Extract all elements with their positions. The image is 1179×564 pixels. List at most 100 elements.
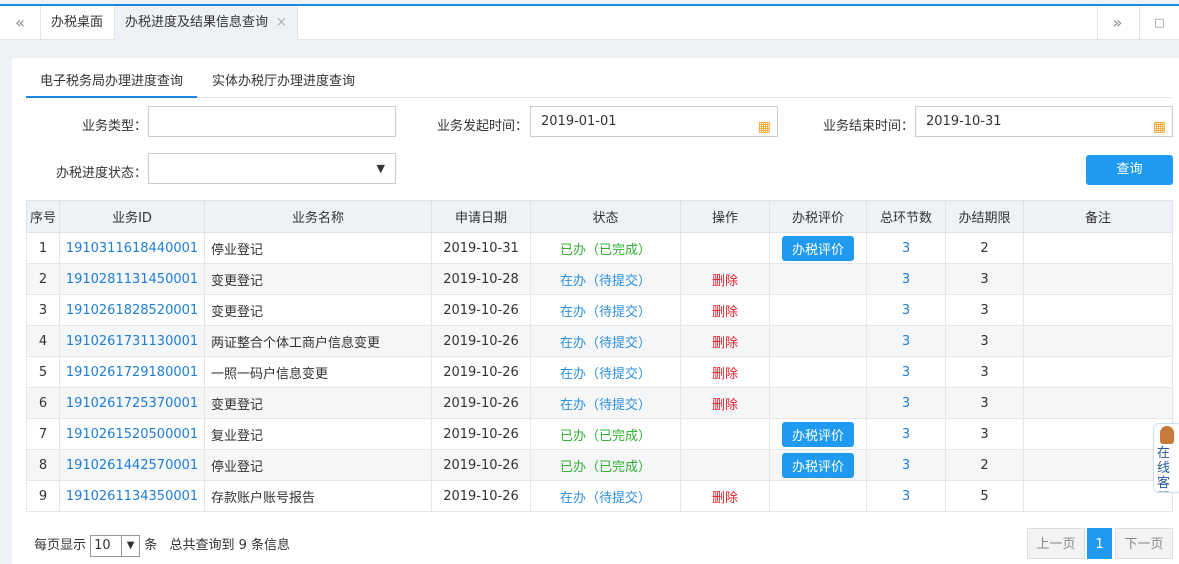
subtab-hall[interactable]: 实体办税厅办理进度查询 (212, 74, 356, 89)
status-text: 已办（已完成） (559, 459, 651, 475)
total-steps-link[interactable]: 3 (901, 271, 911, 287)
evaluate-button[interactable]: 办税评价 (781, 235, 854, 261)
business-name: 变更登记 (204, 294, 432, 326)
business-name: 两证整合个体工商户信息变更 (204, 325, 432, 357)
col-header: 备注 (1023, 200, 1173, 233)
apply-date: 2019-10-28 (431, 263, 531, 295)
total-count: 总共查询到 9 条信息 (169, 538, 290, 553)
col-header: 业务ID (59, 200, 205, 233)
scroll-left-button[interactable]: « (15, 13, 25, 32)
total-steps-link[interactable]: 3 (901, 488, 911, 504)
business-id-link[interactable]: 1910261729180001 (65, 364, 199, 380)
sub-tabs: 电子税务局办理进度查询 实体办税厅办理进度查询 (26, 70, 1172, 98)
row-number: 9 (26, 480, 60, 512)
note (1023, 325, 1173, 357)
col-header: 状态 (530, 200, 681, 233)
tab-desktop[interactable]: 办税桌面 (40, 6, 113, 40)
start-date-input[interactable]: 2019-01-01 ▦ (530, 106, 778, 137)
total-steps-link[interactable]: 3 (901, 240, 911, 256)
business-id-link[interactable]: 1910261725370001 (65, 395, 199, 411)
row-number: 5 (26, 356, 60, 388)
business-id-link[interactable]: 1910261442570001 (65, 457, 199, 473)
business-id-link[interactable]: 1910261520500001 (65, 426, 199, 442)
business-id-link[interactable]: 1910261828520001 (65, 302, 199, 318)
online-service-button[interactable]: 在线客服 (1153, 423, 1179, 493)
apply-date: 2019-10-26 (431, 325, 531, 357)
close-icon[interactable]: × (276, 15, 287, 30)
total-steps-link[interactable]: 3 (901, 457, 911, 473)
status-select[interactable]: ▼ (148, 153, 396, 184)
page-size-info: 每页显示 10 ▼ 条 总共查询到 9 条信息 (34, 534, 290, 557)
business-id-link[interactable]: 1910261731130001 (65, 333, 199, 349)
query-button[interactable]: 查询 (1086, 155, 1173, 185)
row-number: 8 (26, 449, 60, 481)
subtab-online[interactable]: 电子税务局办理进度查询 (26, 70, 198, 98)
table-row: 7 1910261520500001 复业登记 2019-10-26 已办（已完… (26, 418, 1173, 450)
chevron-down-icon: ▼ (376, 162, 385, 175)
business-id-link[interactable]: 1910311618440001 (65, 240, 199, 256)
top-accent-line (0, 4, 1179, 6)
delete-link[interactable]: 删除 (711, 397, 738, 413)
table-row: 6 1910261725370001 变更登记 2019-10-26 在办（待提… (26, 387, 1173, 419)
start-date-value: 2019-01-01 (541, 114, 617, 129)
prev-page-button[interactable]: 上一页 (1027, 528, 1085, 559)
business-name: 变更登记 (204, 263, 432, 295)
agent-avatar-icon (1160, 426, 1174, 444)
business-name: 复业登记 (204, 418, 432, 450)
status-text: 在办（待提交） (559, 397, 651, 413)
total-steps-link[interactable]: 3 (901, 302, 911, 318)
next-page-button[interactable]: 下一页 (1115, 528, 1173, 559)
calendar-icon[interactable]: ▦ (757, 119, 771, 135)
business-id-link[interactable]: 1910281131450001 (65, 271, 199, 287)
end-date-input[interactable]: 2019-10-31 ▦ (915, 106, 1173, 137)
note (1023, 263, 1173, 295)
note (1023, 387, 1173, 419)
deadline: 5 (945, 480, 1024, 512)
delete-link[interactable]: 删除 (711, 366, 738, 382)
table-row: 9 1910261134350001 存款账户账号报告 2019-10-26 在… (26, 480, 1173, 512)
col-header: 申请日期 (431, 200, 531, 233)
total-steps-link[interactable]: 3 (901, 333, 911, 349)
type-input[interactable] (148, 106, 396, 137)
status-text: 在办（待提交） (559, 273, 651, 289)
delete-link[interactable]: 删除 (711, 490, 738, 506)
business-name: 存款账户账号报告 (204, 480, 432, 512)
row-number: 1 (26, 232, 60, 264)
total-steps-link[interactable]: 3 (901, 426, 911, 442)
main-panel: 电子税务局办理进度查询 实体办税厅办理进度查询 业务类型： 业务发起时间： 20… (12, 58, 1179, 564)
total-steps-link[interactable]: 3 (901, 395, 911, 411)
status-text: 已办（已完成） (559, 428, 651, 444)
col-header: 序号 (26, 200, 60, 233)
total-steps-link[interactable]: 3 (901, 364, 911, 380)
status-text: 在办（待提交） (559, 490, 651, 506)
table-row: 4 1910261731130001 两证整合个体工商户信息变更 2019-10… (26, 325, 1173, 357)
per-page-unit: 条 (144, 538, 158, 553)
tab-label: 办税桌面 (51, 15, 104, 30)
calendar-icon[interactable]: ▦ (1152, 119, 1166, 135)
page-1-button[interactable]: 1 (1087, 528, 1112, 559)
end-date-value: 2019-10-31 (926, 114, 1002, 129)
delete-link[interactable]: 删除 (711, 273, 738, 289)
delete-link[interactable]: 删除 (711, 304, 738, 320)
delete-link[interactable]: 删除 (711, 335, 738, 351)
evaluate-button[interactable]: 办税评价 (781, 421, 854, 447)
business-id-link[interactable]: 1910261134350001 (65, 488, 199, 504)
per-page-select[interactable]: 10 ▼ (90, 534, 141, 557)
status-text: 在办（待提交） (559, 304, 651, 320)
table-row: 2 1910281131450001 变更登记 2019-10-28 在办（待提… (26, 263, 1173, 295)
tab-bar: « 办税桌面 办税进度及结果信息查询 × » □ (0, 6, 1179, 40)
scroll-right-button[interactable]: » (1097, 6, 1137, 40)
note (1023, 232, 1173, 264)
business-name: 一照一码户信息变更 (204, 356, 432, 388)
chevron-down-icon: ▼ (121, 535, 139, 556)
status-text: 在办（待提交） (559, 366, 651, 382)
maximize-icon[interactable]: □ (1139, 6, 1179, 40)
deadline: 2 (945, 232, 1024, 264)
col-header: 业务名称 (204, 200, 432, 233)
apply-date: 2019-10-31 (431, 232, 531, 264)
tab-progress-query[interactable]: 办税进度及结果信息查询 × (114, 6, 298, 40)
evaluate-button[interactable]: 办税评价 (781, 452, 854, 478)
status-text: 已办（已完成） (559, 242, 651, 258)
col-header: 办税评价 (769, 200, 867, 233)
note (1023, 418, 1173, 450)
